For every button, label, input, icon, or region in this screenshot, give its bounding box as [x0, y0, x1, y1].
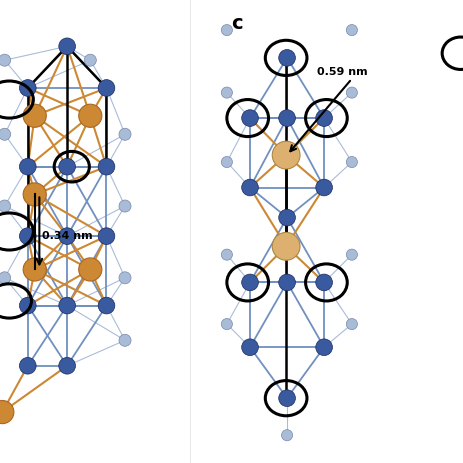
Circle shape — [119, 272, 131, 284]
Circle shape — [346, 249, 357, 260]
Circle shape — [0, 200, 11, 212]
Circle shape — [98, 228, 115, 244]
Circle shape — [19, 357, 36, 374]
Circle shape — [221, 156, 232, 168]
Circle shape — [279, 274, 295, 291]
Circle shape — [242, 110, 258, 126]
Circle shape — [242, 274, 258, 291]
Circle shape — [316, 110, 332, 126]
Circle shape — [119, 334, 131, 346]
Circle shape — [59, 158, 75, 175]
Circle shape — [272, 232, 300, 260]
Circle shape — [221, 249, 232, 260]
Circle shape — [98, 297, 115, 314]
Circle shape — [59, 297, 75, 314]
Circle shape — [0, 54, 11, 66]
Circle shape — [221, 319, 232, 330]
Circle shape — [272, 141, 300, 169]
Circle shape — [79, 258, 102, 281]
Circle shape — [98, 158, 115, 175]
Circle shape — [23, 258, 46, 281]
Circle shape — [316, 179, 332, 196]
Circle shape — [316, 274, 332, 291]
Circle shape — [279, 390, 295, 407]
Circle shape — [119, 128, 131, 140]
Circle shape — [282, 430, 293, 441]
Circle shape — [346, 319, 357, 330]
Circle shape — [59, 228, 75, 244]
Circle shape — [59, 38, 75, 55]
Circle shape — [221, 25, 232, 36]
Circle shape — [119, 200, 131, 212]
Circle shape — [59, 357, 75, 374]
Circle shape — [0, 128, 11, 140]
Circle shape — [242, 339, 258, 356]
Circle shape — [346, 87, 357, 98]
Circle shape — [23, 104, 46, 127]
Circle shape — [23, 183, 46, 206]
Text: 0.59 nm: 0.59 nm — [317, 67, 368, 77]
Text: c: c — [232, 14, 243, 33]
Circle shape — [19, 297, 36, 314]
Circle shape — [242, 179, 258, 196]
Circle shape — [221, 87, 232, 98]
Circle shape — [84, 54, 96, 66]
Circle shape — [279, 50, 295, 66]
Text: 0.34 nm: 0.34 nm — [42, 231, 92, 241]
Circle shape — [98, 80, 115, 96]
Circle shape — [19, 158, 36, 175]
Circle shape — [19, 228, 36, 244]
Circle shape — [346, 156, 357, 168]
Circle shape — [316, 339, 332, 356]
Circle shape — [279, 209, 295, 226]
Circle shape — [79, 104, 102, 127]
Circle shape — [19, 80, 36, 96]
Circle shape — [0, 400, 14, 424]
Circle shape — [346, 25, 357, 36]
Circle shape — [279, 110, 295, 126]
Circle shape — [0, 272, 11, 284]
